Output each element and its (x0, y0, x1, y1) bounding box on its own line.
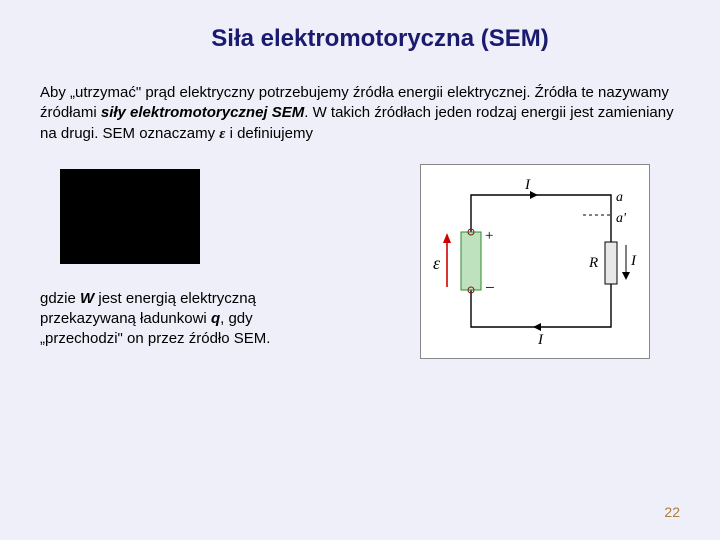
circuit-diagram: I I a a' R I (420, 164, 650, 359)
arrow-bottom (533, 323, 541, 331)
slide-title: Siła elektromotoryczna (SEM) (80, 25, 680, 53)
label-a: a (616, 190, 623, 205)
label-I-right: I (630, 253, 637, 269)
cap-W: W (80, 290, 94, 307)
emf-arrow-head (443, 233, 451, 243)
diagram-wrap: I I a a' R I (420, 164, 650, 359)
caption-paragraph: gdzie W jest energią elektryczną przekaz… (40, 289, 320, 350)
intro-paragraph: Aby „utrzymać" prąd elektryczny potrzebu… (40, 83, 680, 144)
slide: Siła elektromotoryczna (SEM) Aby „utrzym… (0, 0, 720, 540)
label-I-bottom: I (537, 332, 544, 348)
label-R: R (588, 255, 598, 271)
cap-q: q (211, 310, 220, 327)
content-row: gdzie W jest energią elektryczną przekaz… (40, 164, 680, 359)
arrow-top (530, 191, 538, 199)
label-minus: − (485, 278, 495, 297)
left-column: gdzie W jest energią elektryczną przekaz… (40, 164, 320, 350)
label-plus: + (485, 228, 493, 244)
arrow-right-head (622, 272, 630, 280)
label-eps: ε (433, 253, 441, 273)
label-I-top: I (524, 177, 531, 193)
label-a-prime: a' (616, 211, 627, 226)
emf-source (461, 232, 481, 290)
resistor (605, 242, 617, 284)
cap-text-1: gdzie (40, 290, 80, 307)
circuit-svg: I I a a' R I (433, 177, 639, 348)
para-bold-term: siły elektromotorycznej SEM (101, 104, 304, 121)
formula-box (60, 169, 200, 264)
page-number: 22 (664, 504, 680, 520)
para-text-4: i definiujemy (225, 125, 313, 142)
